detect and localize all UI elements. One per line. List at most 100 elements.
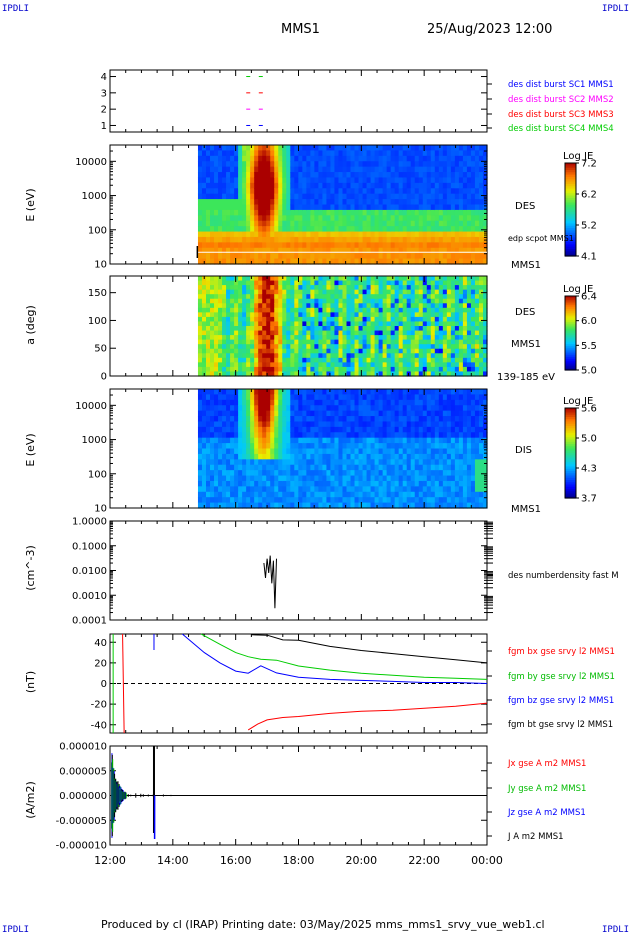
- des_pitch-cell: [226, 294, 231, 299]
- des_pitch-cell: [302, 281, 307, 286]
- des_pitch-cell: [391, 331, 396, 336]
- dis_energy-cell: [306, 394, 311, 400]
- des_pitch-cell: [447, 349, 452, 354]
- des_energy-cell: [383, 253, 388, 259]
- des_pitch-cell: [455, 344, 460, 349]
- des_energy-cell: [355, 150, 360, 156]
- dis_energy-cell: [246, 492, 251, 498]
- des_pitch-cell: [266, 326, 271, 331]
- des_energy-cell: [250, 199, 255, 205]
- des_pitch-cell: [258, 335, 263, 340]
- des_energy-cell: [447, 242, 452, 248]
- des_energy-cell: [206, 177, 211, 183]
- des_energy-cell: [403, 161, 408, 167]
- dis_energy-cell: [439, 449, 444, 455]
- des_pitch-cell: [371, 335, 376, 340]
- dis_energy-cell: [451, 470, 456, 476]
- dis_energy-cell: [447, 411, 452, 417]
- des_energy-cell: [210, 221, 215, 227]
- des_pitch-cell: [286, 353, 291, 358]
- des_pitch-cell: [230, 349, 235, 354]
- des_pitch-cell: [306, 285, 311, 290]
- des_energy-cell: [431, 199, 436, 205]
- dis_energy-cell: [314, 470, 319, 476]
- dis_energy-cell: [338, 411, 343, 417]
- des_pitch-cell: [443, 312, 448, 317]
- des_energy-cell: [238, 253, 243, 259]
- des_energy-cell: [467, 253, 472, 259]
- des_energy-cell: [359, 205, 364, 211]
- dis_energy-cell: [294, 438, 299, 444]
- dis_energy-cell: [403, 470, 408, 476]
- des_pitch-cell: [455, 285, 460, 290]
- des_energy-cell: [214, 210, 219, 216]
- des_pitch-cell: [258, 299, 263, 304]
- des_energy-cell: [371, 172, 376, 178]
- des_energy-cell: [250, 167, 255, 173]
- des_energy-cell: [363, 172, 368, 178]
- des_energy-cell: [387, 253, 392, 259]
- des_pitch-cell: [403, 340, 408, 345]
- des_energy-cell: [379, 253, 384, 259]
- dis_energy-cell: [270, 432, 275, 438]
- des_pitch-cell: [351, 353, 356, 358]
- des_energy-cell: [222, 221, 227, 227]
- des_energy-cell: [234, 161, 239, 167]
- dis_energy-cell: [471, 481, 476, 487]
- des_energy-cell: [383, 205, 388, 211]
- dis_energy-cell: [342, 465, 347, 471]
- des_pitch-cell: [435, 367, 440, 372]
- des_pitch-cell: [399, 317, 404, 322]
- des_pitch-cell: [274, 276, 279, 281]
- des_pitch-cell: [202, 285, 207, 290]
- des_pitch-cell: [419, 317, 424, 322]
- dis_energy-cell: [226, 389, 231, 395]
- des_pitch-cell: [226, 285, 231, 290]
- dis_energy-cell: [198, 394, 203, 400]
- dis_energy-cell: [431, 394, 436, 400]
- des_pitch-cell: [455, 299, 460, 304]
- des_energy-cell: [202, 253, 207, 259]
- des_pitch-cell: [443, 331, 448, 336]
- dis_energy-cell: [427, 394, 432, 400]
- des_pitch-cell: [210, 321, 215, 326]
- dis_energy-cell: [447, 416, 452, 422]
- des_pitch-cell: [298, 299, 303, 304]
- des_energy-cell: [322, 226, 327, 232]
- dis_energy-cell: [407, 421, 412, 427]
- des_energy-cell: [443, 156, 448, 162]
- des_pitch-cell: [347, 312, 352, 317]
- des_energy-cell: [298, 215, 303, 221]
- dis_energy-cell: [431, 497, 436, 503]
- des_pitch-cell: [226, 326, 231, 331]
- des_energy-ylabel: E (eV): [24, 188, 37, 221]
- des_pitch-cell: [423, 358, 428, 363]
- des_pitch-cell: [475, 317, 480, 322]
- dis_energy-cell: [367, 427, 372, 433]
- dis_energy-cell: [302, 421, 307, 427]
- dis_energy-cell: [294, 443, 299, 449]
- des_energy-cell: [395, 194, 400, 200]
- des_energy-cell: [330, 167, 335, 173]
- des_pitch-cell: [451, 367, 456, 372]
- des_energy-cell: [214, 156, 219, 162]
- des_energy-cell: [347, 150, 352, 156]
- des_energy-cell: [318, 232, 323, 238]
- des_pitch-cell: [471, 299, 476, 304]
- des_pitch-cell: [234, 281, 239, 286]
- dis_energy-cell: [355, 421, 360, 427]
- des_pitch-cell: [298, 362, 303, 367]
- dis_energy-cell: [286, 492, 291, 498]
- dis_energy-cell: [330, 400, 335, 406]
- dis_energy-cell: [266, 400, 271, 406]
- dis_energy-cell: [342, 481, 347, 487]
- des_pitch-cell: [226, 331, 231, 336]
- des_energy-cell: [298, 232, 303, 238]
- des_energy-cell: [246, 156, 251, 162]
- des_energy-cell: [198, 194, 203, 200]
- des_pitch-cell: [266, 303, 271, 308]
- dis_energy-cell: [419, 476, 424, 482]
- dis_energy-cell: [278, 465, 283, 471]
- dis_energy-cell: [206, 400, 211, 406]
- des_pitch-cell: [391, 317, 396, 322]
